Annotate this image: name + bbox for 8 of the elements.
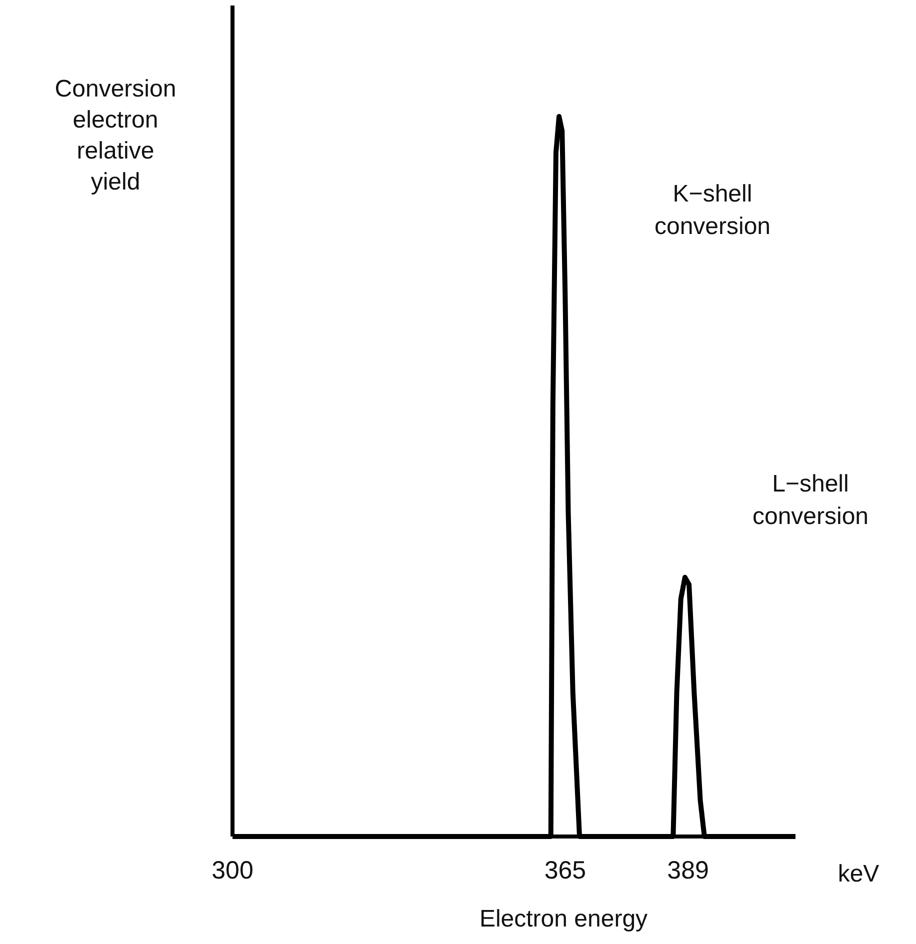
x-axis-title: Electron energy: [479, 906, 648, 932]
y-axis-title: Conversion electron relative yield: [54, 76, 176, 196]
text: keV: [838, 860, 880, 888]
annotation: K−shell conversion: [654, 180, 771, 240]
x-tick-label: 365: [544, 856, 586, 884]
x-tick-label: 389: [667, 856, 709, 884]
annotation: L−shell conversion: [752, 470, 869, 530]
x-tick-label: 300: [212, 856, 254, 884]
